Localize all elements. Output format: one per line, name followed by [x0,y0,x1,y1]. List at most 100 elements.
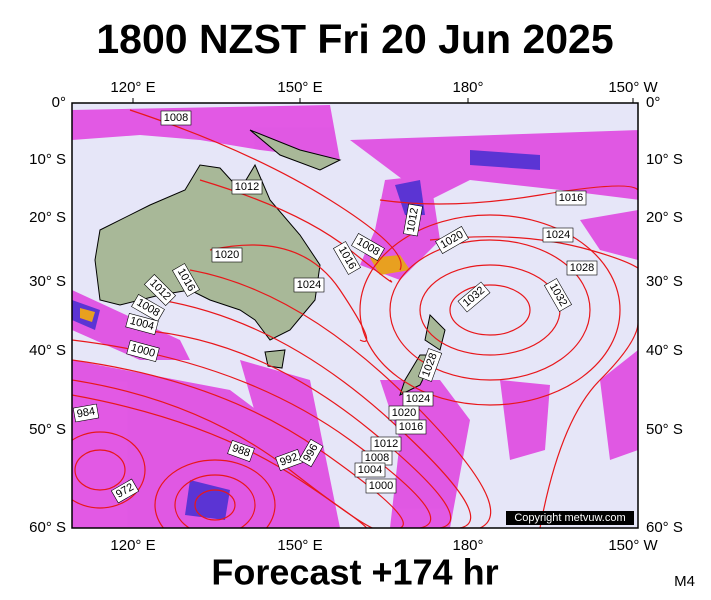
isobar-label: 1012 [370,436,402,452]
isobar-label: 1020 [211,247,243,263]
latitude-label: 30° S [29,273,66,290]
isobar-label-box [126,339,160,363]
isobar-value: 1012 [374,438,398,450]
latitude-label: 0° [646,94,660,111]
isobar-label-box [333,241,361,275]
isobar-value: 1004 [358,464,382,476]
isobar-label: 1008 [361,450,393,466]
new-guinea [249,129,342,171]
copyright-box [506,511,634,525]
isobar-label: 1024 [542,227,574,243]
isobar-label-box [227,440,255,462]
isobar-value: 1000 [369,480,393,492]
isobar-label: 1016 [395,419,427,435]
longitude-label: 120° E [110,79,155,96]
copyright: Copyright metvuw.com [514,512,625,524]
isobar-label: 1012 [403,203,423,237]
isobar-label-box [457,281,491,313]
isobar-label: 1016 [555,190,587,206]
isobar-value: 1024 [297,279,321,291]
latitude-label: 40° S [646,342,683,359]
isobar-label-box [144,274,176,306]
model-code: M4 [674,573,695,590]
isobar-label: 1000 [365,478,397,494]
latitude-label: 60° S [29,519,66,536]
latitude-label: 30° S [646,273,683,290]
isobar-label: 996 [298,438,324,468]
isobar-label-box [566,260,598,276]
longitude-label: 150° W [608,79,658,96]
map-title: 1800 NZST Fri 20 Jun 2025 [96,16,613,62]
longitude-label: 120° E [110,537,155,554]
isobar-label-box [160,110,192,126]
isobar-value: 1028 [570,262,594,274]
isobar-label: 1012 [231,179,263,195]
isobar-label-box [351,233,385,261]
latitude-label: 0° [52,94,66,111]
isobar-label: 992 [275,449,303,471]
isobar-label: 1024 [402,391,434,407]
isobar-value: 1016 [559,192,583,204]
latitude-label: 50° S [646,421,683,438]
isobar-label: 1004 [354,462,386,478]
isobar-label-box [110,478,140,504]
isobar-value: 1024 [546,229,570,241]
isobar-label-box [417,348,443,382]
isobar-value: 1012 [235,181,259,193]
isobar-label-box [544,278,572,312]
isobar-label: 1028 [566,260,598,276]
latitude-label: 10° S [646,151,683,168]
isobar-label: 1028 [417,348,443,382]
isobar-label-box [542,227,574,243]
longitude-label: 180° [452,537,483,554]
isobar-label: 1004 [125,312,159,336]
isobar-label-box [298,438,324,468]
isobar-label-box [231,179,263,195]
isobar-value: 1020 [215,249,239,261]
isobar-label: 972 [110,478,140,504]
isobar-value: 988 [230,442,251,460]
map-area: Copyright metvuw.com [72,103,638,528]
latitude-label: 40° S [29,342,66,359]
isobar-label-box [365,478,397,494]
latitude-label: 60° S [646,519,683,536]
isobar-value: 992 [278,451,299,469]
isobar-label-box [395,419,427,435]
longitude-label: 150° E [277,79,322,96]
longitude-label: 180° [452,79,483,96]
latitude-label: 20° S [646,209,683,226]
isobar-label: 1024 [293,277,325,293]
latitude-label: 20° S [29,209,66,226]
isobar-label: 1020 [388,405,420,421]
latitude-label: 10° S [29,151,66,168]
isobar-label-box [125,312,159,336]
map-frame [71,102,639,529]
isobar-label-box [72,403,100,423]
isobar-value: 1012 [405,207,421,233]
isobar-label-box [354,462,386,478]
isobar-label-box [435,226,469,254]
longitude-label: 150° E [277,537,322,554]
isobar-label: 984 [72,403,100,423]
isobar-label-box [131,294,165,322]
isobar-label: 1000 [126,339,160,363]
isobar-value: 984 [76,405,96,420]
latitude-label: 50° S [29,421,66,438]
longitude-label: 150° W [608,537,658,554]
isobar-label-box [172,263,200,297]
isobar-value: 1024 [406,393,430,405]
isobar-label: 988 [227,440,255,462]
isobar-label-box [275,449,303,471]
isobar-label-box [403,203,423,237]
isobar-label-box [211,247,243,263]
isobar-label-box [293,277,325,293]
isobar-value: 1020 [392,407,416,419]
isobar-value: 1016 [399,421,423,433]
isobar-value: 1008 [365,452,389,464]
tasmania [264,349,286,369]
isobar-label: 1008 [160,110,192,126]
forecast-label: Forecast +174 hr [211,552,498,593]
isobar-value: 1008 [164,112,188,124]
isobar-label-box [555,190,587,206]
